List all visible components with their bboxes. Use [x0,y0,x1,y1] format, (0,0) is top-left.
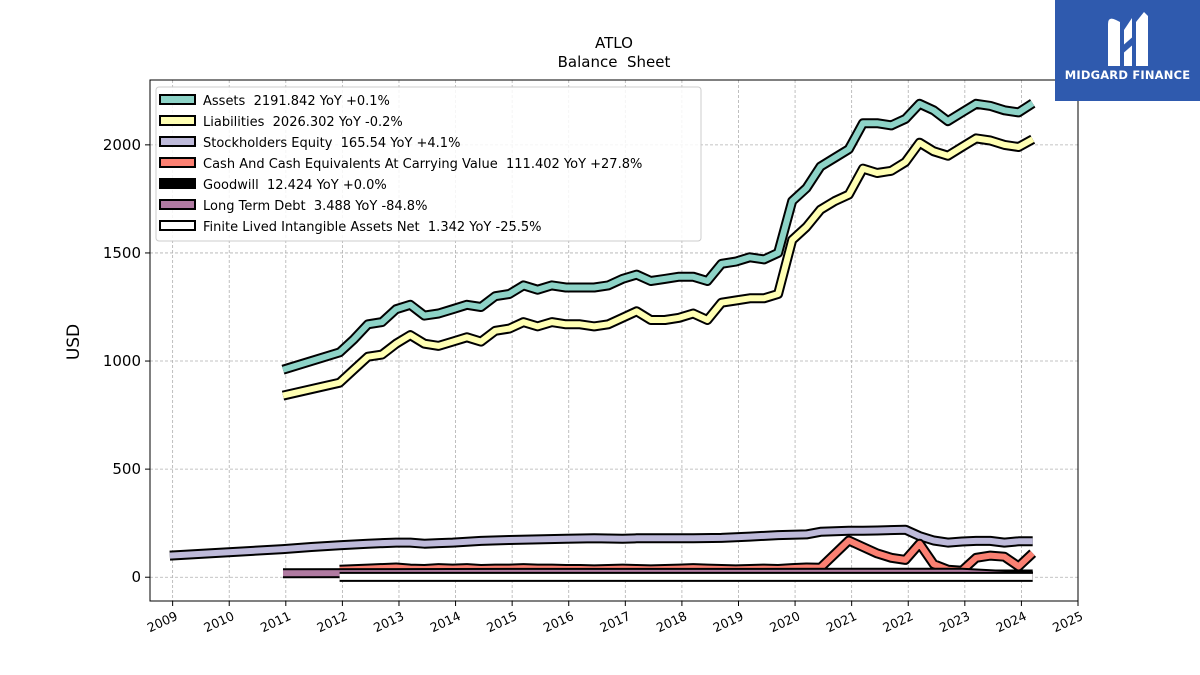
legend-label: Long Term Debt 3.488 YoY -84.8% [203,199,427,214]
y-tick-label: 2000 [103,136,141,154]
legend-label: Goodwill 12.424 YoY +0.0% [203,178,387,193]
x-tick-label: 2015 [484,608,519,635]
x-tick-label: 2013 [371,608,406,635]
x-tick-label: 2020 [767,608,802,635]
brand-logo-icon [1108,12,1148,67]
x-tick-label: 2022 [880,608,915,635]
y-tick-label: 1500 [103,244,141,262]
y-tick-label: 1000 [103,352,141,370]
legend-box [155,86,702,242]
series-line-stockholders-equity [169,526,1033,559]
y-axis-ticks: 0 500 1000 1500 2000 [103,136,150,586]
legend-label: Finite Lived Intangible Assets Net 1.342… [203,220,542,235]
x-tick-label: 2019 [711,608,746,635]
legend-swatch [159,94,196,105]
legend-label: Stockholders Equity 165.54 YoY +4.1% [203,136,460,151]
x-tick-label: 2023 [937,608,972,635]
series-line-assets [282,100,1035,373]
x-tick-label: 2021 [824,608,859,635]
legend: Assets 2191.842 YoY +0.1% Liabilities 202… [155,86,702,242]
x-tick-label: 2011 [258,608,293,635]
x-tick-label: 2017 [597,608,632,635]
x-tick-label: 2010 [201,608,236,635]
x-tick-label: 2025 [1050,608,1085,635]
brand-name: MIDGARD FINANCE [1064,68,1191,82]
y-axis-label: USD [64,324,84,360]
x-axis-ticks: 2009 2010 2011 2012 2013 2014 2015 2016 2017 2018… [145,601,1085,635]
chart-title: ATLO [595,34,633,52]
x-tick-label: 2018 [654,608,689,635]
legend-swatch [159,157,196,168]
x-tick-label: 2012 [314,608,349,635]
series-outline-stockholders-equity [169,524,1033,561]
chart-subtitle: Balance Sheet [558,53,671,71]
legend-label: Cash And Cash Equivalents At Carrying Va… [203,157,642,172]
plot-frame [149,79,1079,602]
legend-swatch [159,220,196,231]
series-lines [169,98,1037,582]
x-tick-label: 2016 [541,608,576,635]
legend-label: Assets 2191.842 YoY +0.1% [203,94,390,109]
x-tick-label: 2009 [145,608,180,635]
legend-swatch [159,178,196,189]
y-tick-label: 0 [131,568,141,586]
legend-label: Liabilities 2026.302 YoY -0.2% [203,115,403,130]
legend-swatch [159,115,196,126]
x-tick-label: 2024 [994,608,1029,635]
x-tick-label: 2014 [428,608,463,635]
y-tick-label: 500 [112,460,141,478]
legend-swatch [159,136,196,147]
legend-swatch [159,199,196,210]
series-line-liabilities [282,135,1035,399]
